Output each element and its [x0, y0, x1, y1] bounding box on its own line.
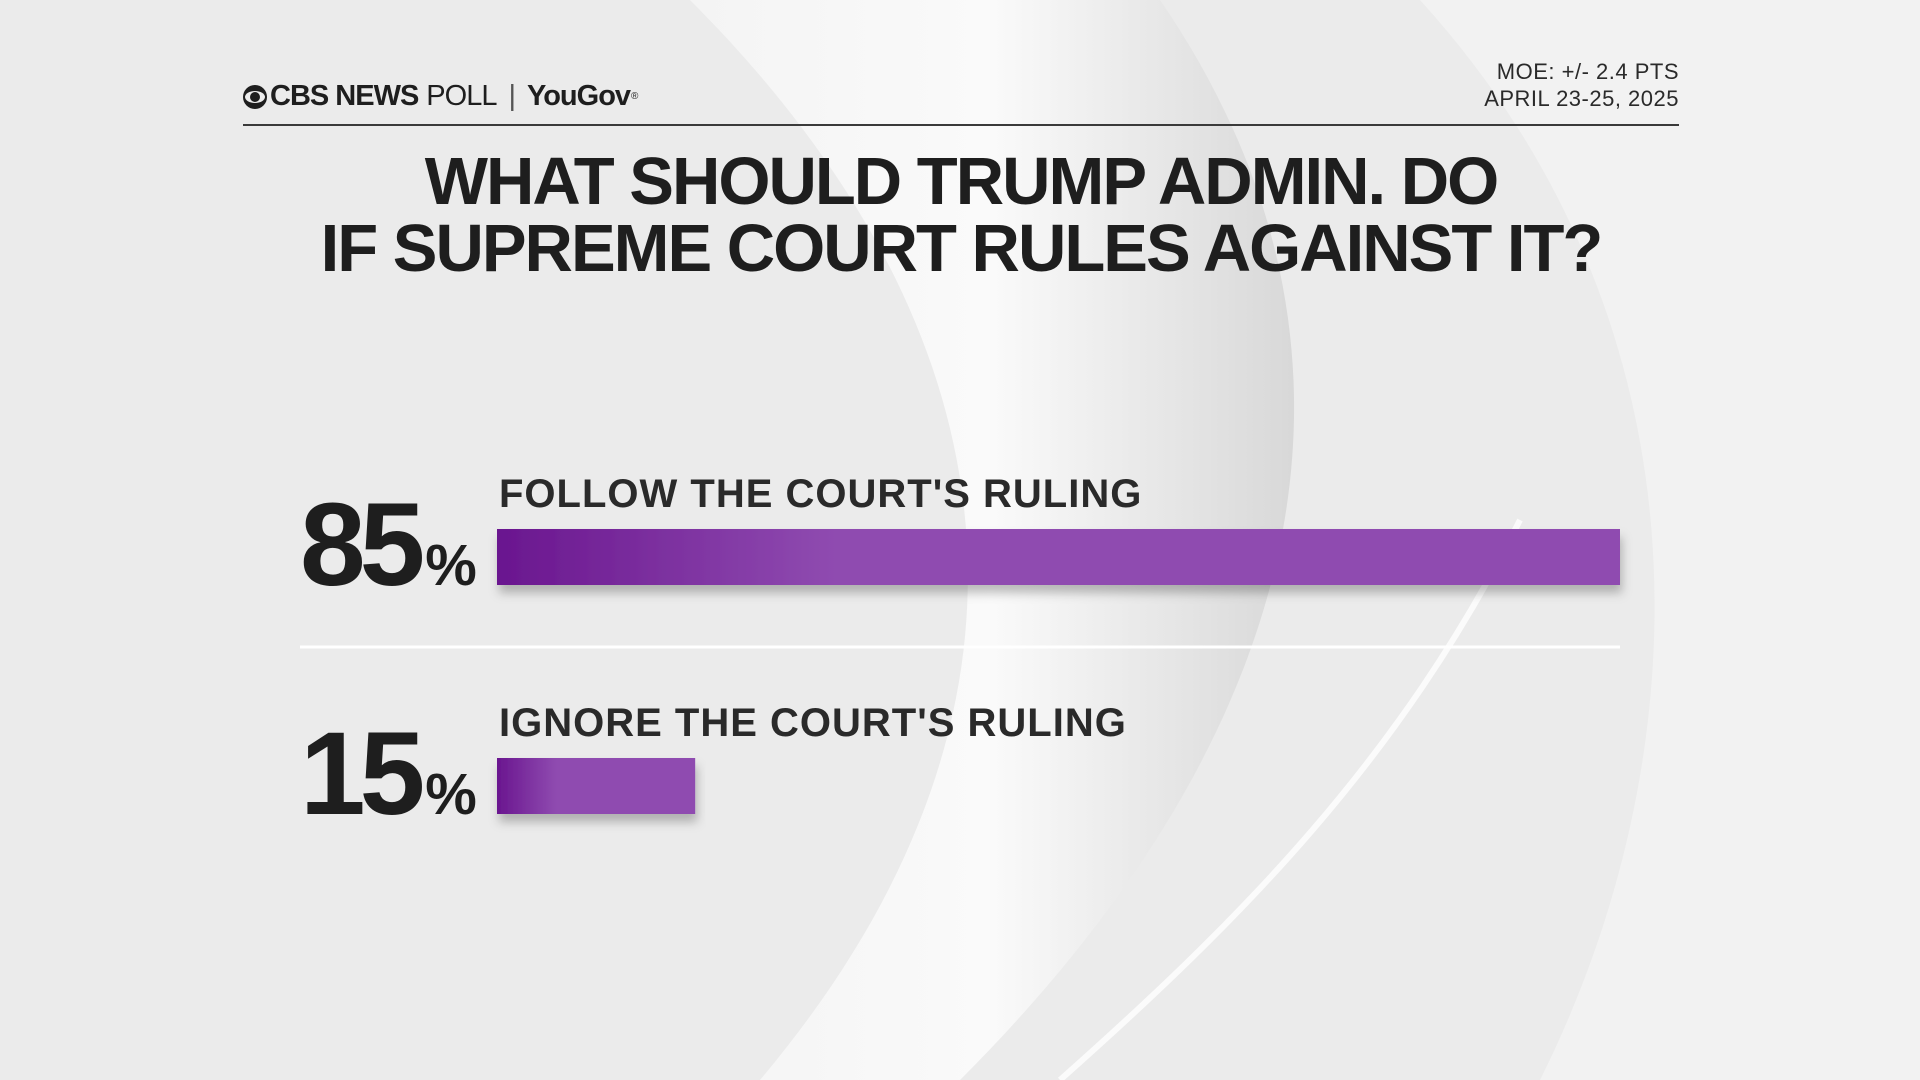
bar-0	[497, 529, 1620, 585]
chart-title: WHAT SHOULD TRUMP ADMIN. DO IF SUPREME CO…	[320, 144, 1604, 286]
value-suffix-0: %	[425, 533, 477, 598]
moe-text: MOE: +/- 2.4 PTS	[1496, 59, 1679, 84]
value-number-0: 85	[300, 479, 423, 611]
category-label-0: FOLLOW THE COURT'S RULING	[499, 472, 1142, 516]
value-number-1: 15	[300, 708, 423, 840]
brand-partner: YouGov	[527, 80, 631, 112]
category-label-1: IGNORE THE COURT'S RULING	[499, 701, 1127, 745]
value-label-0: 85%	[300, 479, 477, 611]
value-label-1: 15%	[300, 708, 477, 840]
brand-separator: |	[508, 80, 516, 112]
brand-partner-mark: ®	[631, 91, 638, 102]
cbs-eye-icon	[243, 84, 267, 109]
value-suffix-1: %	[425, 762, 477, 827]
dates-text: APRIL 23-25, 2025	[1484, 86, 1679, 111]
brand-logo: CBS NEWS POLL | YouGov ®	[243, 80, 638, 113]
poll-meta: MOE: +/- 2.4 PTS APRIL 23-25, 2025	[1484, 58, 1679, 112]
brand-cbs: CBS NEWS	[270, 80, 419, 112]
header: CBS NEWS POLL | YouGov ® MOE: +/- 2.4 PTS…	[243, 58, 1679, 126]
bar-1	[497, 758, 696, 814]
brand-poll: POLL	[426, 80, 497, 112]
